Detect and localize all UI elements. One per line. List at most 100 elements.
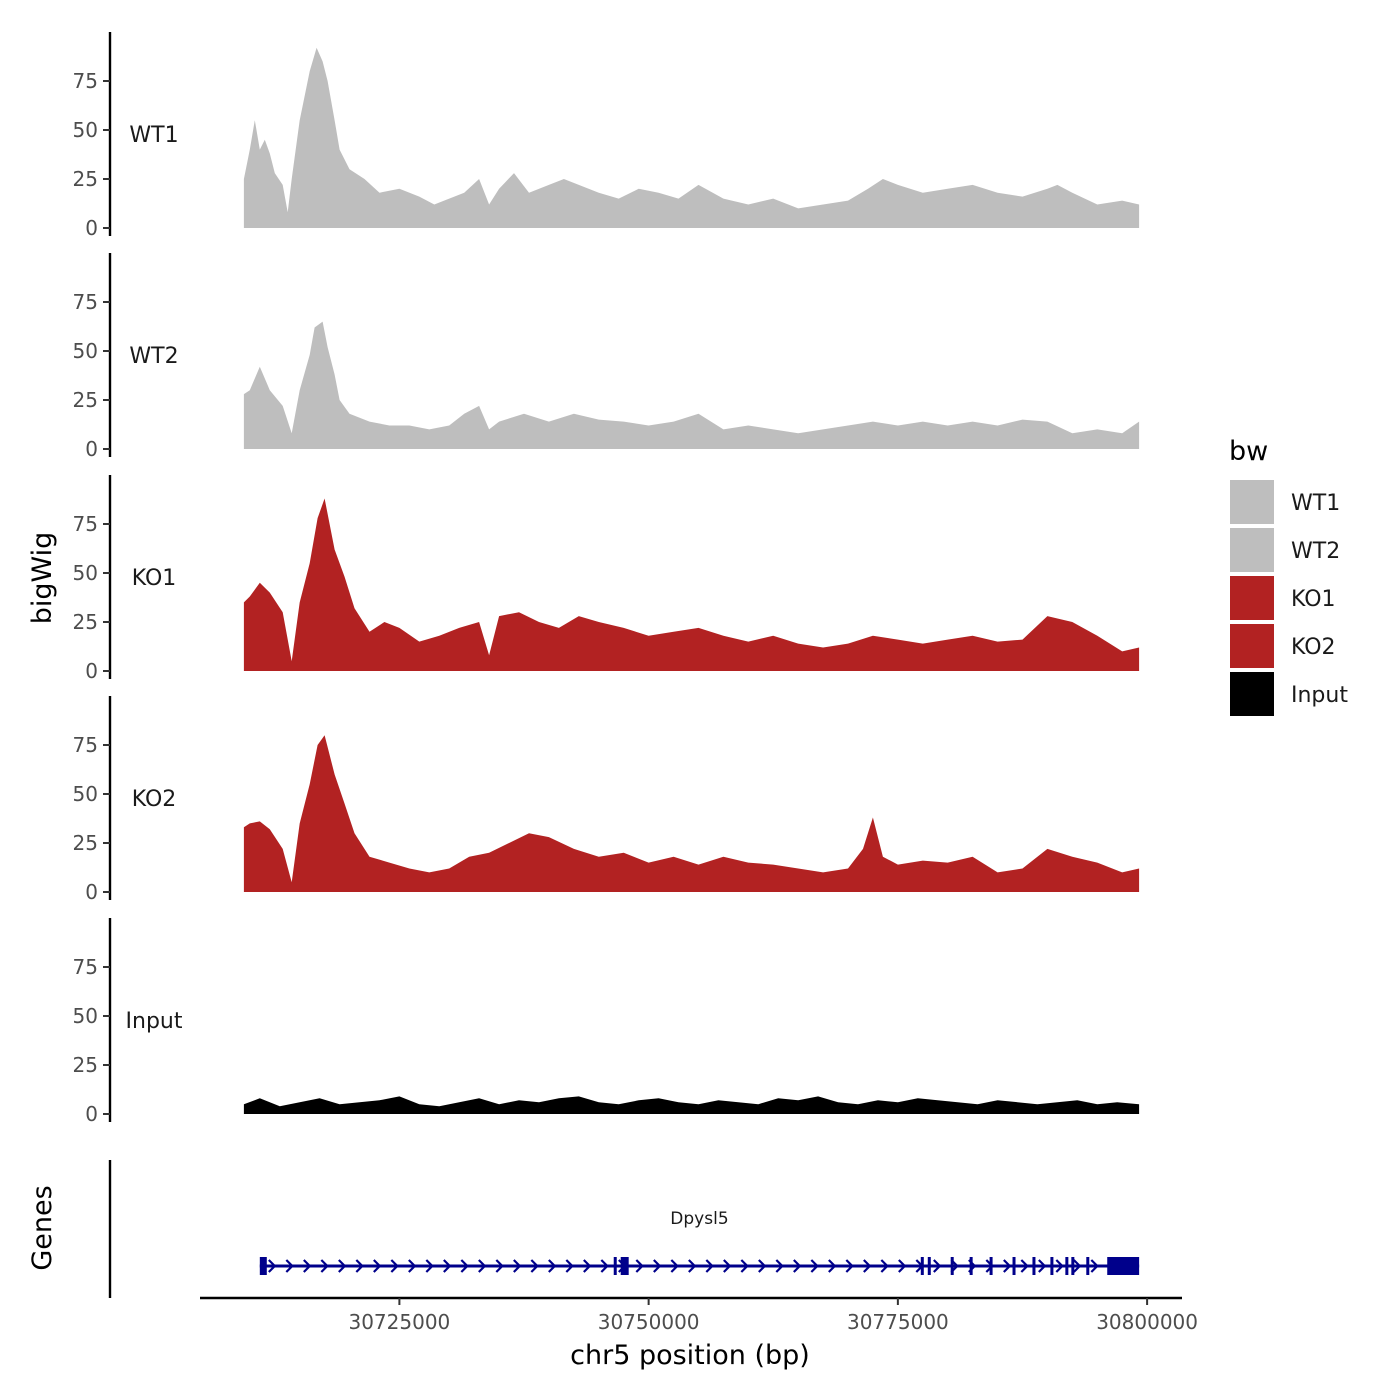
exon (1012, 1257, 1016, 1275)
y-axis-title: bigWig (27, 532, 58, 625)
strand-arrow (810, 1259, 819, 1273)
strand-arrow (898, 1259, 907, 1273)
track-label-ko2: KO2 (132, 787, 177, 812)
y-tick-label: 0 (85, 880, 98, 904)
strand-arrow (600, 1259, 609, 1273)
legend-label-wt2: WT2 (1291, 539, 1340, 564)
x-axis-title: chr5 position (bp) (570, 1340, 810, 1371)
exon (1050, 1257, 1054, 1275)
track-ko1: 0 25 50 75 KO1 (73, 475, 1140, 683)
x-tick-label: 30800000 (1096, 1310, 1198, 1334)
strand-arrow (408, 1259, 417, 1273)
strand-arrow (1020, 1259, 1029, 1273)
area-wt1 (243, 47, 1140, 229)
track-wt1: 0 25 50 75 WT1 (73, 32, 1140, 240)
y-tick-label: 25 (73, 167, 98, 191)
y-tick-label: 50 (73, 561, 98, 585)
track-label-input: Input (126, 1009, 183, 1034)
exon (613, 1257, 617, 1275)
legend-title: bw (1229, 436, 1268, 467)
strand-arrow (320, 1259, 329, 1273)
strand-arrow (530, 1259, 539, 1273)
exon (1032, 1257, 1036, 1275)
exon (989, 1257, 993, 1275)
gene-dpysl5: Dpysl5 (259, 1209, 1140, 1275)
strand-arrow (390, 1259, 399, 1273)
gene-annotation-panel: Dpysl5 (108, 1160, 1140, 1298)
x-tick-label: 30775000 (847, 1310, 949, 1334)
strand-arrow (863, 1259, 872, 1273)
strand-arrow (478, 1259, 487, 1273)
strand-arrow (933, 1259, 942, 1273)
strand-arrow (740, 1259, 749, 1273)
strand-arrow (285, 1259, 294, 1273)
strand-arrow (443, 1259, 452, 1273)
exon (927, 1257, 931, 1275)
y-tick-label: 0 (85, 216, 98, 240)
y-tick-label: 50 (73, 118, 98, 142)
strand-arrow (1073, 1259, 1082, 1273)
y-tick-label: 0 (85, 437, 98, 461)
y-tick-label: 25 (73, 610, 98, 634)
x-tick-label: 30725000 (348, 1310, 450, 1334)
strand-arrow (513, 1259, 522, 1273)
legend-label-ko1: KO1 (1291, 587, 1336, 612)
legend-label-ko2: KO2 (1291, 635, 1336, 660)
track-label-wt2: WT2 (129, 344, 178, 369)
strand-arrow (653, 1259, 662, 1273)
signal-tracks: 0 25 50 75 WT1 0 25 50 75 WT2 0 25 50 75 KO1 0 25 50 75 KO2… (73, 32, 1140, 1126)
strand-arrow (723, 1259, 732, 1273)
y-tick-label: 25 (73, 831, 98, 855)
strand-arrow (758, 1259, 767, 1273)
track-wt2: 0 25 50 75 WT2 (73, 253, 1140, 461)
legend-swatch-wt1 (1230, 480, 1274, 524)
y-tick-label: 0 (85, 1102, 98, 1126)
area-ko1 (243, 498, 1140, 671)
strand-arrow (495, 1259, 504, 1273)
track-ko2: 0 25 50 75 KO2 (73, 696, 1140, 904)
strand-arrow (775, 1259, 784, 1273)
legend-swatch-ko1 (1230, 576, 1274, 620)
legend: WT1 WT2 KO1 KO2 Input (1230, 480, 1348, 716)
strand-arrow (688, 1259, 697, 1273)
strand-arrow (460, 1259, 469, 1273)
y-tick-label: 25 (73, 1053, 98, 1077)
strand-arrow (828, 1259, 837, 1273)
strand-arrow (635, 1259, 644, 1273)
strand-arrow (1055, 1259, 1064, 1273)
strand-arrow (338, 1259, 347, 1273)
exon (1086, 1257, 1090, 1275)
y-tick-label: 50 (73, 1004, 98, 1028)
exon (950, 1257, 954, 1275)
strand-arrow (425, 1259, 434, 1273)
y-tick-label: 75 (73, 733, 98, 757)
area-ko2 (243, 735, 1140, 892)
legend-swatch-wt2 (1230, 528, 1274, 572)
strand-arrow (355, 1259, 364, 1273)
strand-arrow (1090, 1259, 1099, 1273)
exon (969, 1257, 973, 1275)
y-tick-label: 75 (73, 69, 98, 93)
genes-axis-title: Genes (27, 1185, 58, 1270)
x-tick-label: 30750000 (598, 1310, 700, 1334)
exon (1071, 1257, 1075, 1275)
exon (1065, 1257, 1069, 1275)
y-tick-label: 25 (73, 388, 98, 412)
strand-arrow (845, 1259, 854, 1273)
strand-arrow (1038, 1259, 1047, 1273)
legend-swatch-ko2 (1230, 624, 1274, 668)
gene-label: Dpysl5 (670, 1209, 728, 1229)
strand-arrow (373, 1259, 382, 1273)
area-input (243, 1096, 1140, 1114)
strand-arrow (303, 1259, 312, 1273)
exon (1107, 1257, 1140, 1275)
area-wt2 (243, 321, 1140, 449)
y-tick-label: 75 (73, 955, 98, 979)
track-label-ko1: KO1 (132, 566, 177, 591)
strand-arrow (548, 1259, 557, 1273)
y-tick-label: 75 (73, 512, 98, 536)
strand-arrow (583, 1259, 592, 1273)
strand-arrow (793, 1259, 802, 1273)
track-label-wt1: WT1 (129, 123, 178, 148)
